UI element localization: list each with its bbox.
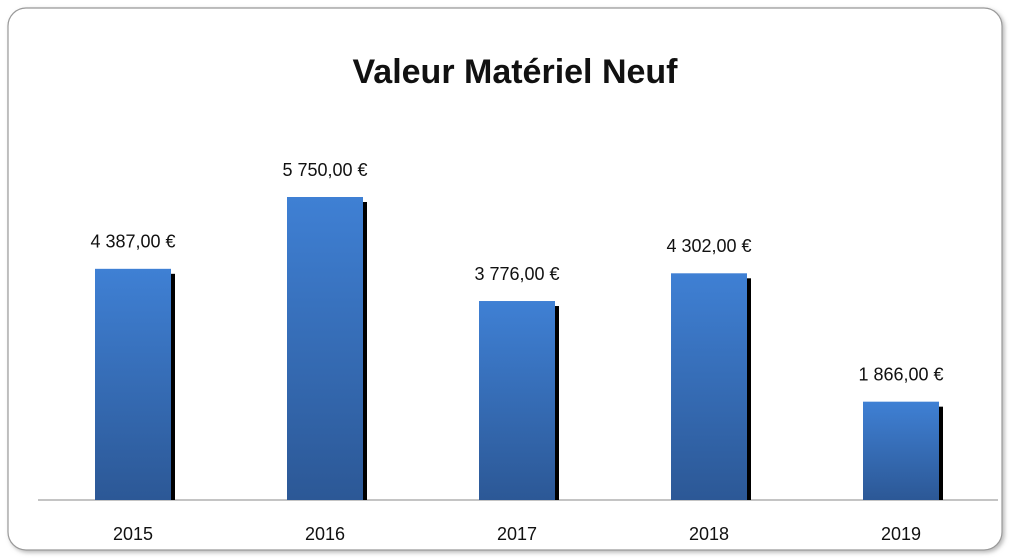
bar: [287, 197, 363, 500]
value-label: 1 866,00 €: [858, 364, 943, 384]
x-tick-label: 2019: [881, 524, 921, 544]
bar: [95, 268, 171, 500]
value-label: 4 302,00 €: [666, 236, 751, 256]
x-tick-label: 2016: [305, 524, 345, 544]
x-tick-label: 2015: [113, 524, 153, 544]
bar: [671, 273, 747, 500]
chart-frame: [7, 7, 1003, 551]
value-label: 3 776,00 €: [474, 264, 559, 284]
value-label: 4 387,00 €: [90, 232, 175, 252]
bar: [863, 401, 939, 500]
x-tick-label: 2018: [689, 524, 729, 544]
x-tick-label: 2017: [497, 524, 537, 544]
bar: [479, 301, 555, 500]
chart-title: Valeur Matériel Neuf: [352, 53, 678, 91]
value-label: 5 750,00 €: [282, 160, 367, 180]
